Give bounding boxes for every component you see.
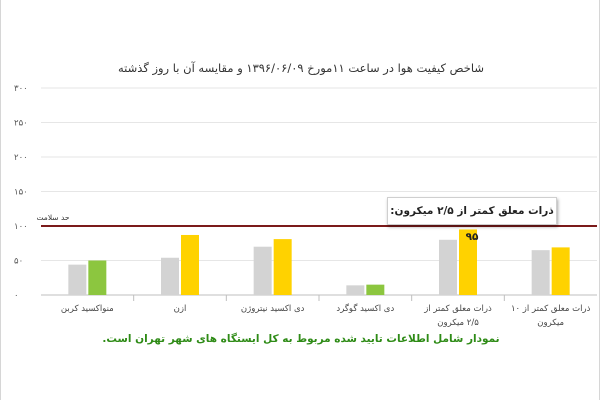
y-tick-label: ۲۰۰ — [14, 153, 28, 163]
bar — [68, 264, 87, 295]
y-tick-label: ۱۵۰ — [14, 188, 28, 198]
x-tick-label: ذرات معلق کمتر از ۱۰ — [511, 304, 591, 314]
reference-line-label: حد سلامت — [36, 213, 69, 222]
y-tick-label: ۵۰ — [14, 257, 23, 267]
bar — [531, 250, 550, 295]
bar — [459, 229, 477, 295]
x-tick-label: میکرون — [537, 318, 564, 328]
bar — [346, 285, 365, 295]
y-tick-label: ۳۰۰ — [14, 84, 28, 94]
x-tick-label: دی اکسید نیتروژن — [241, 304, 305, 314]
bar — [253, 246, 272, 295]
y-tick-label: ۱۰۰ — [14, 222, 28, 232]
bar — [181, 234, 199, 295]
x-tick-label: ۲/۵ میکرون — [437, 318, 479, 328]
annotation-callout: ذرات معلق کمتر از ۲/۵ میکرون: ۹۵ — [387, 197, 557, 243]
bar — [551, 247, 570, 295]
x-tick-label: دی اکسید گوگرد — [336, 303, 394, 314]
bar — [273, 239, 292, 295]
x-tick-label: ذرات معلق کمتر از — [423, 304, 492, 314]
chart-title: شاخص کیفیت هوا در ساعت ۱۱مورخ ۱۳۹۶/۰۶/۰۹… — [118, 61, 484, 75]
bar — [88, 260, 107, 295]
chart-footnote: نمودار شامل اطلاعات تایید شده مربوط به ک… — [102, 333, 500, 345]
x-tick-label: ازن — [174, 304, 187, 314]
x-tick-label: منواکسید کربن — [61, 304, 114, 314]
y-tick-label: ۰ — [14, 291, 19, 301]
bar — [439, 239, 457, 295]
y-tick-label: ۲۵۰ — [14, 119, 28, 129]
bar — [161, 257, 179, 295]
bar — [366, 284, 385, 295]
